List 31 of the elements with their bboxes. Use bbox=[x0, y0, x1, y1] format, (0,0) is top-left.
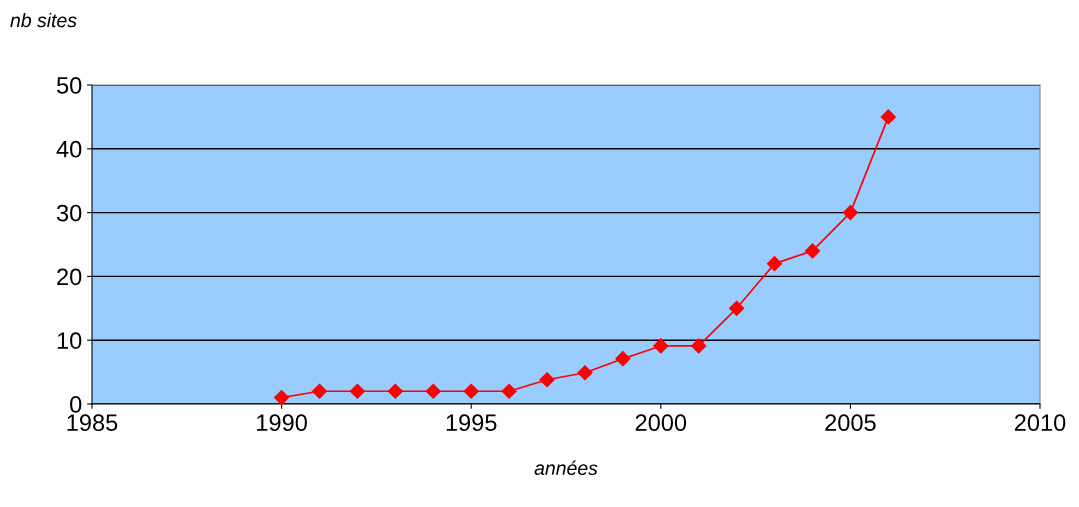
point bbox=[804, 243, 821, 259]
y-tick-label: 20 bbox=[57, 268, 82, 286]
y-tick-label: 50 bbox=[56, 77, 82, 94]
point bbox=[425, 383, 441, 399]
x-tick-label: 1995 bbox=[446, 414, 497, 432]
point bbox=[349, 383, 366, 399]
point bbox=[729, 300, 745, 316]
point bbox=[501, 383, 517, 399]
point bbox=[842, 205, 858, 221]
point bbox=[615, 351, 631, 367]
y-tick-label: 10 bbox=[57, 332, 82, 349]
point bbox=[387, 383, 403, 399]
x-tick-label: 2010 bbox=[1014, 414, 1066, 432]
x-axis-title: années bbox=[534, 460, 598, 476]
point bbox=[766, 256, 783, 272]
x-tick-label: 2005 bbox=[825, 414, 876, 432]
y-axis-title: nb sites bbox=[10, 12, 77, 28]
x-tick-label: 1985 bbox=[67, 414, 118, 432]
point bbox=[691, 338, 707, 354]
y-tick-label: 40 bbox=[56, 140, 82, 158]
x-tick-label: 1990 bbox=[257, 414, 307, 432]
point bbox=[880, 109, 896, 125]
point bbox=[274, 390, 290, 406]
point bbox=[539, 372, 555, 388]
point bbox=[311, 383, 328, 399]
point bbox=[577, 365, 593, 381]
point bbox=[463, 383, 479, 399]
x-tick-label: 2000 bbox=[635, 414, 687, 432]
point bbox=[653, 338, 669, 354]
y-tick-label: 0 bbox=[70, 396, 82, 413]
y-tick-label: 30 bbox=[56, 204, 82, 222]
